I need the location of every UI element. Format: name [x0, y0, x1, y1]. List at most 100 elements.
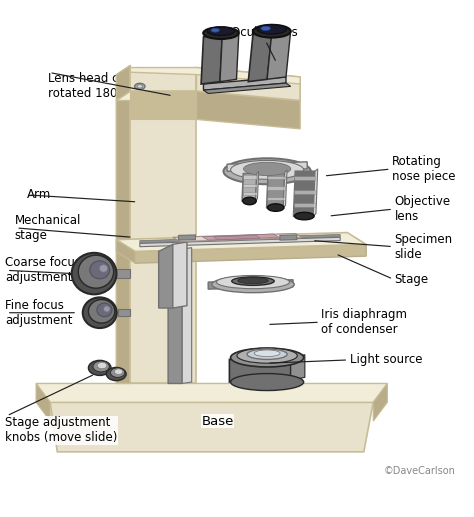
Polygon shape [182, 248, 191, 384]
Ellipse shape [78, 255, 114, 288]
Polygon shape [36, 384, 387, 402]
Polygon shape [373, 384, 387, 421]
Polygon shape [203, 83, 291, 94]
Text: Fine focus
adjustment: Fine focus adjustment [5, 299, 73, 327]
Ellipse shape [89, 299, 115, 323]
Polygon shape [168, 249, 182, 384]
Polygon shape [196, 68, 300, 100]
Polygon shape [267, 197, 285, 201]
Ellipse shape [261, 26, 271, 31]
Ellipse shape [253, 25, 291, 38]
Polygon shape [135, 245, 366, 263]
Ellipse shape [230, 348, 304, 367]
Polygon shape [294, 203, 315, 207]
Polygon shape [116, 233, 366, 251]
Ellipse shape [114, 369, 123, 374]
Polygon shape [36, 384, 50, 421]
Ellipse shape [211, 28, 219, 32]
Ellipse shape [237, 348, 297, 363]
Polygon shape [140, 234, 340, 243]
Ellipse shape [254, 350, 280, 357]
Text: Light source: Light source [350, 354, 422, 367]
Text: Arm: Arm [27, 188, 51, 201]
Polygon shape [173, 234, 302, 241]
Text: Base: Base [201, 415, 234, 428]
Polygon shape [267, 186, 285, 190]
Ellipse shape [99, 265, 108, 272]
Ellipse shape [230, 374, 304, 390]
Ellipse shape [135, 83, 145, 89]
Polygon shape [208, 280, 293, 289]
Text: Objective
lens: Objective lens [394, 195, 451, 223]
Polygon shape [227, 162, 307, 171]
Ellipse shape [212, 276, 294, 293]
Ellipse shape [267, 204, 284, 211]
Ellipse shape [89, 360, 111, 375]
Ellipse shape [97, 303, 112, 317]
Polygon shape [267, 175, 285, 179]
Ellipse shape [224, 158, 311, 184]
Text: ©DaveCarlson: ©DaveCarlson [384, 466, 456, 476]
Polygon shape [267, 31, 291, 79]
Polygon shape [130, 91, 196, 119]
Text: Ocular lens: Ocular lens [231, 26, 298, 39]
Ellipse shape [243, 197, 256, 205]
Ellipse shape [83, 297, 117, 328]
Text: Stage adjustment
knobs (move slide): Stage adjustment knobs (move slide) [5, 417, 118, 445]
Ellipse shape [294, 212, 314, 220]
Ellipse shape [90, 261, 109, 279]
Polygon shape [116, 240, 135, 263]
Polygon shape [243, 184, 257, 187]
Polygon shape [291, 355, 305, 380]
Polygon shape [283, 170, 287, 207]
Ellipse shape [93, 361, 109, 372]
Ellipse shape [203, 27, 238, 39]
Ellipse shape [106, 368, 126, 381]
Ellipse shape [232, 277, 274, 285]
Ellipse shape [103, 306, 110, 312]
Polygon shape [293, 171, 315, 216]
Ellipse shape [244, 162, 291, 175]
Polygon shape [130, 68, 196, 91]
Polygon shape [116, 91, 196, 100]
Text: Lens head can be
rotated 180 degrees: Lens head can be rotated 180 degrees [48, 72, 169, 100]
Ellipse shape [247, 349, 287, 359]
Polygon shape [229, 358, 291, 382]
Ellipse shape [237, 278, 268, 284]
Polygon shape [255, 171, 259, 201]
Polygon shape [140, 237, 340, 247]
Ellipse shape [72, 253, 117, 294]
Polygon shape [50, 402, 373, 452]
Polygon shape [243, 175, 257, 179]
Ellipse shape [257, 25, 286, 34]
Polygon shape [294, 176, 315, 180]
Ellipse shape [217, 276, 290, 288]
Polygon shape [280, 235, 297, 240]
Text: Rotating
nose piece: Rotating nose piece [392, 155, 456, 183]
Ellipse shape [137, 85, 143, 88]
Polygon shape [159, 245, 173, 308]
Polygon shape [173, 242, 187, 308]
Polygon shape [116, 65, 130, 100]
Polygon shape [116, 269, 130, 278]
Polygon shape [203, 77, 286, 90]
Polygon shape [294, 190, 315, 194]
Polygon shape [116, 91, 130, 384]
Polygon shape [214, 235, 260, 240]
Polygon shape [201, 35, 222, 84]
Polygon shape [130, 91, 196, 384]
Text: Stage: Stage [394, 273, 428, 286]
Polygon shape [267, 172, 285, 207]
Polygon shape [130, 68, 300, 84]
Polygon shape [243, 192, 257, 195]
Ellipse shape [207, 27, 235, 36]
Ellipse shape [110, 368, 125, 377]
Text: Specimen
slide: Specimen slide [394, 233, 453, 261]
Polygon shape [248, 32, 272, 82]
Polygon shape [196, 91, 300, 129]
Polygon shape [118, 309, 130, 316]
Polygon shape [242, 174, 257, 201]
Text: Mechanical
stage: Mechanical stage [15, 214, 81, 242]
Ellipse shape [97, 362, 107, 369]
Polygon shape [220, 33, 239, 82]
